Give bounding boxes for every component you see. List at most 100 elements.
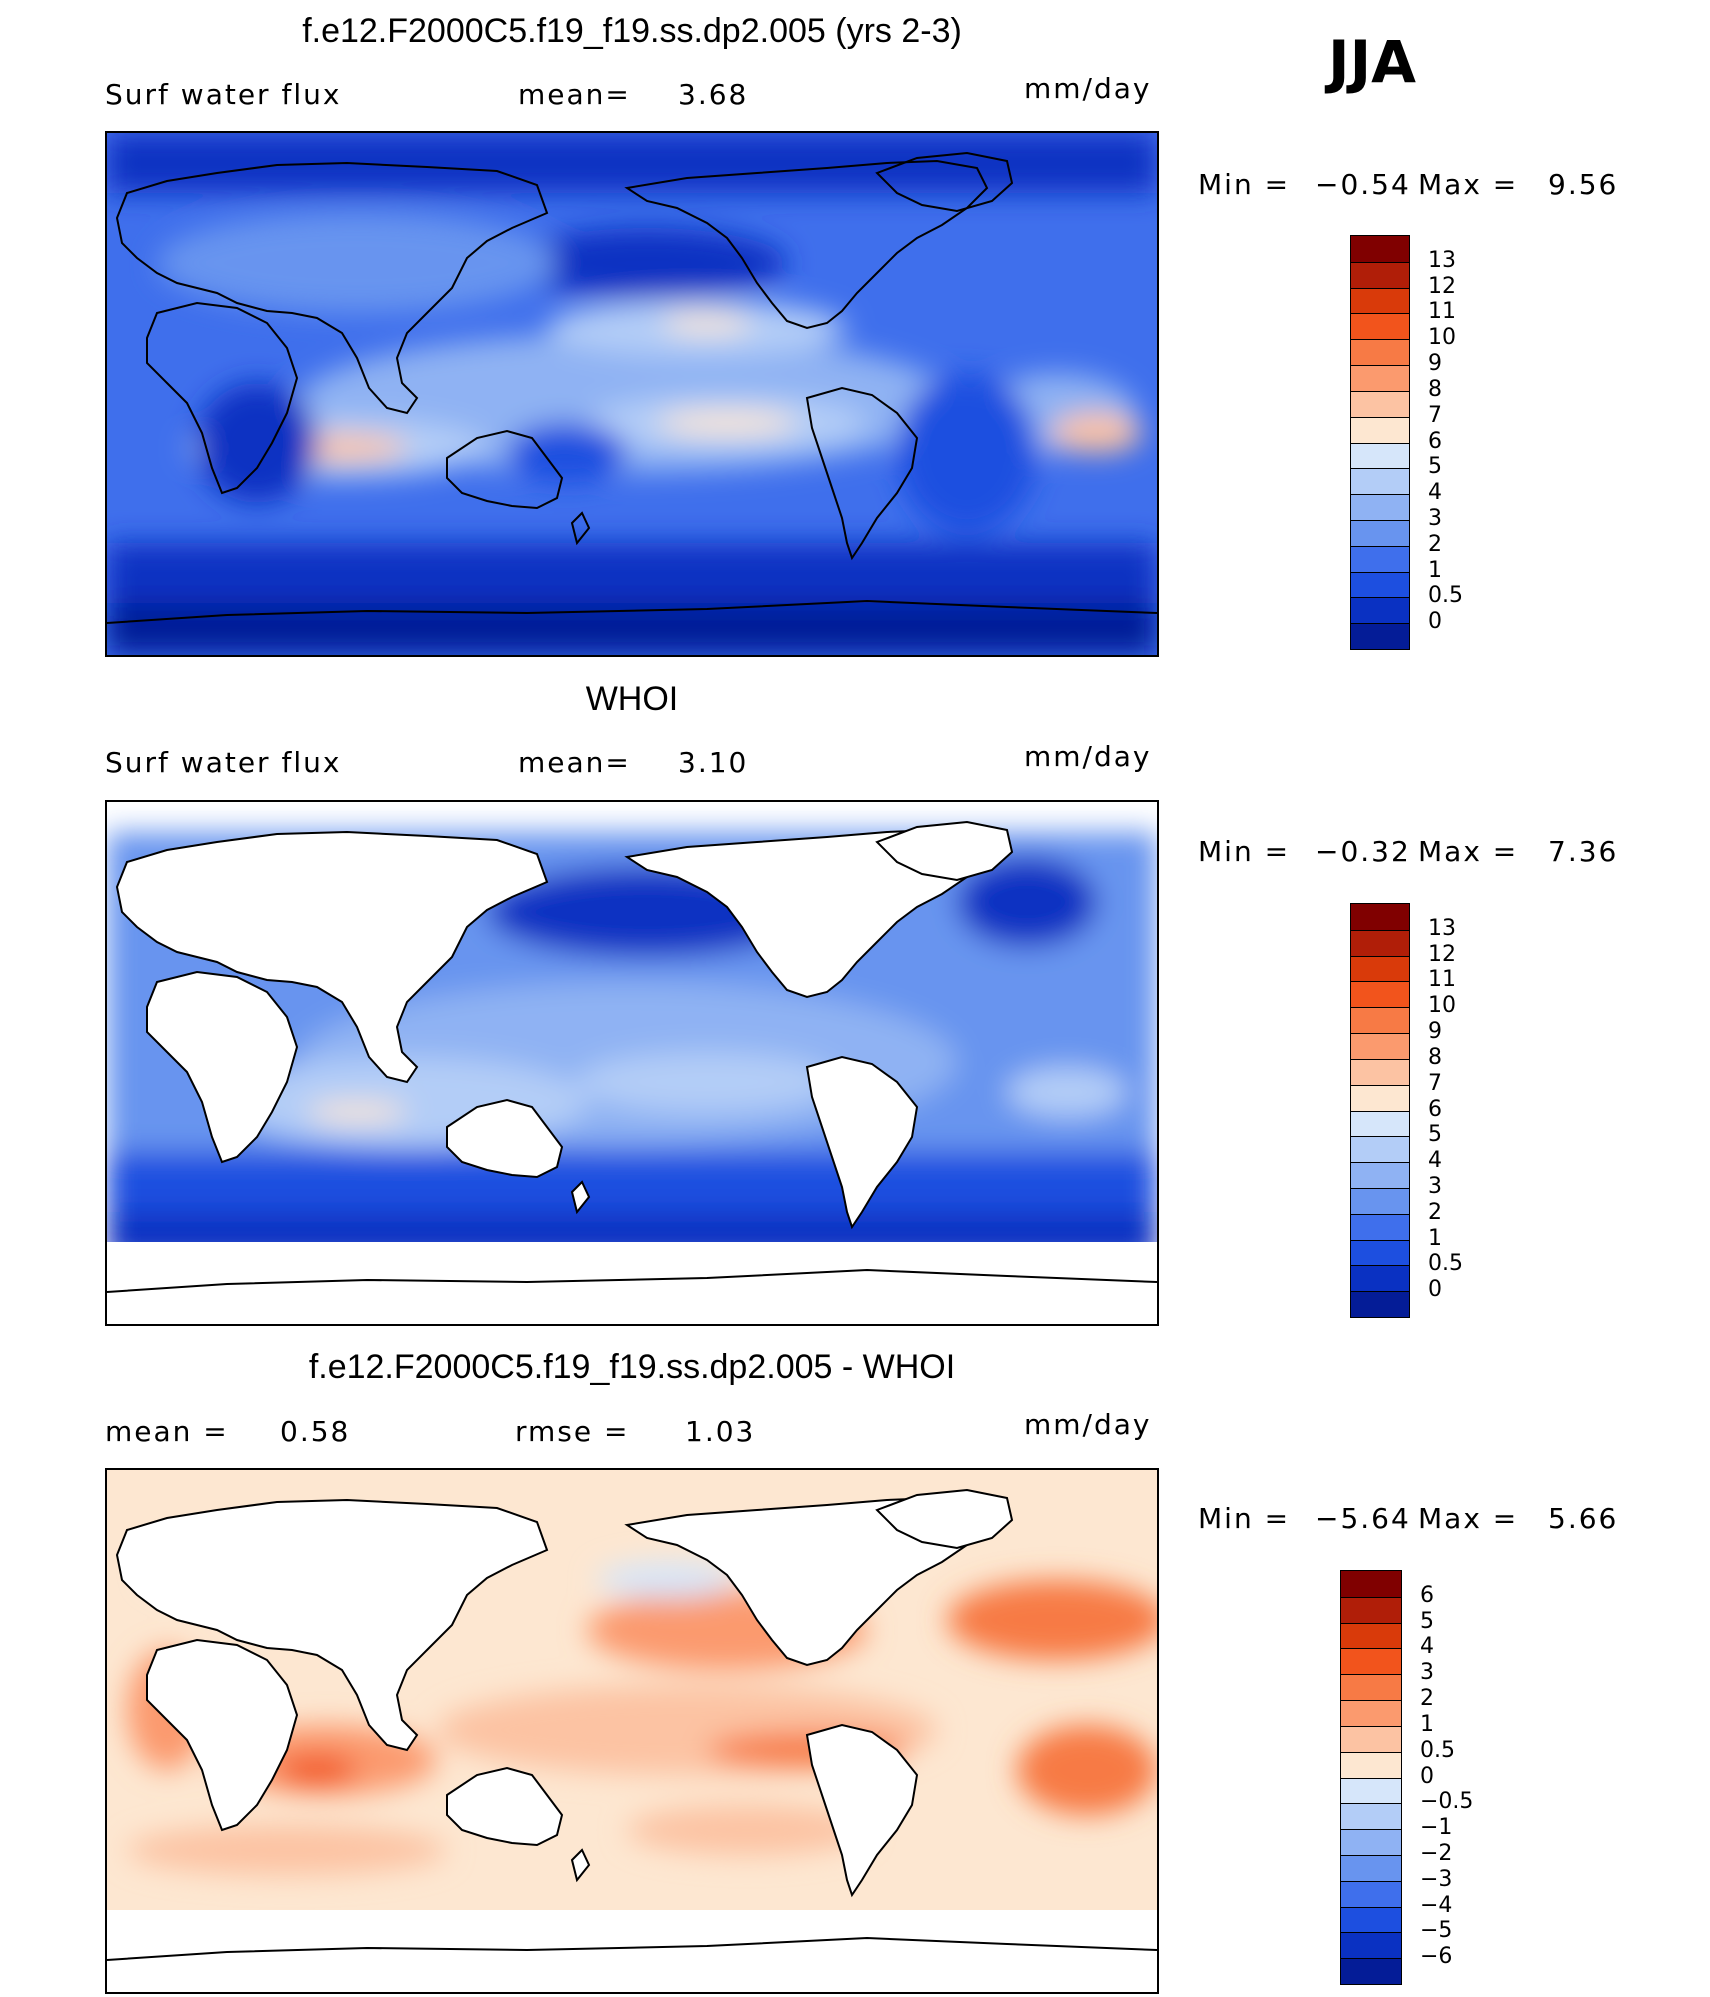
panel-1-map xyxy=(105,131,1159,657)
colorbar-tick-label: 0 xyxy=(1420,1763,1434,1789)
colorbar-tick-label: 11 xyxy=(1428,299,1456,325)
colorbar-tick-label: 0 xyxy=(1428,609,1442,635)
colorbar-swatch xyxy=(1341,1674,1401,1701)
panel-2-colorbar xyxy=(1350,903,1410,1318)
panel-3-colorbar xyxy=(1340,1570,1402,1985)
colorbar-tick-label: 1 xyxy=(1428,1225,1442,1251)
colorbar-swatch xyxy=(1351,416,1409,443)
colorbar-swatch xyxy=(1341,1648,1401,1675)
colorbar-swatch xyxy=(1341,1829,1401,1855)
panel-3-min-value: −5.64 xyxy=(1315,1502,1411,1535)
colorbar-tick-label: 11 xyxy=(1428,967,1456,993)
panel-3-max-value: 5.66 xyxy=(1548,1502,1619,1535)
colorbar-tick-label: 0.5 xyxy=(1420,1737,1455,1763)
colorbar-swatch xyxy=(1351,313,1409,340)
colorbar-tick-label: 4 xyxy=(1428,480,1442,506)
colorbar-swatch xyxy=(1351,1239,1409,1266)
colorbar-swatch xyxy=(1341,1803,1401,1830)
colorbar-tick-label: 4 xyxy=(1428,1148,1442,1174)
colorbar-swatch xyxy=(1351,261,1409,288)
panel-1-mean-label: mean= xyxy=(518,78,631,111)
colorbar-tick-label: 6 xyxy=(1420,1582,1434,1608)
panel-3-mean-value: 0.58 xyxy=(280,1415,351,1448)
panel-1-variable-label: Surf water flux xyxy=(105,78,342,111)
colorbar-swatch xyxy=(1351,955,1409,982)
colorbar-tick-label: 8 xyxy=(1428,376,1442,402)
panel-3-rmse-value: 1.03 xyxy=(685,1415,756,1448)
colorbar-swatch xyxy=(1341,1622,1401,1649)
colorbar-tick-label: 2 xyxy=(1428,1199,1442,1225)
colorbar-tick-label: 0.5 xyxy=(1428,1251,1463,1277)
panel-3-mean-label: mean = xyxy=(105,1415,229,1448)
colorbar-swatch xyxy=(1351,1084,1409,1111)
colorbar-swatch xyxy=(1341,1958,1401,1984)
panel-2-mean-label: mean= xyxy=(518,746,631,779)
colorbar-swatch xyxy=(1351,1136,1409,1163)
colorbar-tick-label: 6 xyxy=(1428,428,1442,454)
colorbar-tick-label: 10 xyxy=(1428,325,1456,351)
colorbar-swatch xyxy=(1351,1162,1409,1188)
colorbar-tick-label: 1 xyxy=(1428,557,1442,583)
colorbar-tick-label: 3 xyxy=(1420,1660,1434,1686)
colorbar-tick-label: 5 xyxy=(1428,454,1442,480)
colorbar-tick-label: 7 xyxy=(1428,402,1442,428)
colorbar-tick-label: 2 xyxy=(1420,1686,1434,1712)
colorbar-swatch xyxy=(1351,287,1409,314)
colorbar-swatch xyxy=(1351,390,1409,417)
panel-2-variable-label: Surf water flux xyxy=(105,746,342,779)
colorbar-tick-label: 9 xyxy=(1428,1019,1442,1045)
colorbar-tick-label: 13 xyxy=(1428,915,1456,941)
colorbar-tick-label: 5 xyxy=(1428,1122,1442,1148)
colorbar-tick-label: 3 xyxy=(1428,505,1442,531)
panel-2-units: mm/day xyxy=(1024,740,1152,773)
panel-3-max-label: Max = xyxy=(1418,1502,1519,1535)
colorbar-swatch xyxy=(1351,1007,1409,1034)
panel-1-title: f.e12.F2000C5.f19_f19.ss.dp2.005 (yrs 2-… xyxy=(302,12,962,50)
colorbar-tick-label: 6 xyxy=(1428,1096,1442,1122)
colorbar-swatch xyxy=(1351,929,1409,956)
colorbar-swatch xyxy=(1341,1906,1401,1933)
colorbar-swatch xyxy=(1351,519,1409,546)
colorbar-swatch xyxy=(1351,339,1409,366)
colorbar-tick-label: 12 xyxy=(1428,273,1456,299)
panel-1-units: mm/day xyxy=(1024,72,1152,105)
colorbar-tick-label: 1 xyxy=(1420,1711,1434,1737)
colorbar-tick-label: 7 xyxy=(1428,1070,1442,1096)
colorbar-tick-label: 5 xyxy=(1420,1608,1434,1634)
colorbar-swatch xyxy=(1351,1213,1409,1240)
colorbar-tick-label: −6 xyxy=(1420,1944,1453,1970)
colorbar-swatch xyxy=(1351,571,1409,598)
colorbar-swatch xyxy=(1351,1058,1409,1085)
panel-3-map xyxy=(105,1468,1159,1994)
panel-2-title: WHOI xyxy=(585,680,679,718)
colorbar-swatch xyxy=(1351,1033,1409,1059)
colorbar-tick-label: −2 xyxy=(1420,1840,1453,1866)
panel-2-max-value: 7.36 xyxy=(1548,835,1619,868)
panel-3-rmse-label: rmse = xyxy=(515,1415,630,1448)
colorbar-tick-label: 4 xyxy=(1420,1634,1434,1660)
colorbar-swatch xyxy=(1351,1291,1409,1317)
panel-1-mean-value: 3.68 xyxy=(678,78,749,111)
colorbar-tick-label: 0.5 xyxy=(1428,583,1463,609)
colorbar-swatch xyxy=(1341,1571,1401,1597)
colorbar-swatch xyxy=(1341,1880,1401,1907)
colorbar-swatch xyxy=(1351,365,1409,391)
colorbar-swatch xyxy=(1341,1777,1401,1804)
panel-1-map-svg xyxy=(107,133,1157,655)
colorbar-swatch xyxy=(1341,1932,1401,1959)
panel-2-map xyxy=(105,800,1159,1326)
colorbar-swatch xyxy=(1341,1596,1401,1623)
colorbar-swatch xyxy=(1341,1751,1401,1778)
colorbar-tick-label: −5 xyxy=(1420,1918,1453,1944)
colorbar-swatch xyxy=(1341,1854,1401,1881)
panel-1-min-value: −0.54 xyxy=(1315,168,1411,201)
colorbar-tick-label: 0 xyxy=(1428,1277,1442,1303)
colorbar-swatch xyxy=(1351,981,1409,1008)
colorbar-swatch xyxy=(1351,236,1409,262)
panel-1-max-value: 9.56 xyxy=(1548,168,1619,201)
panel-2-mean-value: 3.10 xyxy=(678,746,749,779)
colorbar-tick-label: −1 xyxy=(1420,1815,1453,1841)
colorbar-swatch xyxy=(1351,442,1409,469)
colorbar-tick-label: 12 xyxy=(1428,941,1456,967)
colorbar-tick-label: 8 xyxy=(1428,1044,1442,1070)
